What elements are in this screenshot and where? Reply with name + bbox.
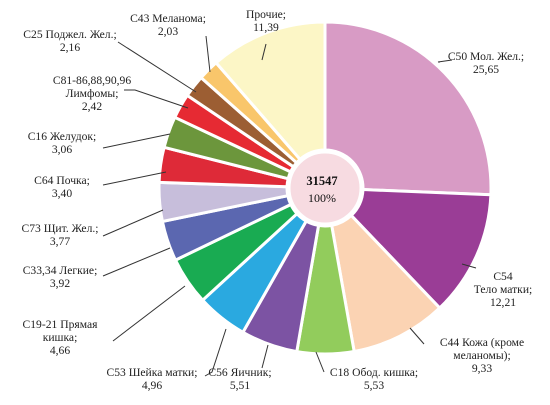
slice-name: C18 Обод. кишка; <box>330 366 418 379</box>
leader-line <box>261 43 267 61</box>
leader-line <box>102 209 164 237</box>
pie-slice <box>329 213 442 354</box>
slice-name: C73 Щит. Жел.; <box>22 222 99 235</box>
pie-slice <box>213 20 327 162</box>
leader-line <box>437 59 453 63</box>
leader-line <box>261 344 269 369</box>
slice-label: C33,34 Легкие; 3,92 <box>23 264 98 290</box>
slice-label: Прочие; 11,39 <box>246 8 286 34</box>
slice-label: C56 Яичник; 5,51 <box>208 366 271 392</box>
pie-slice <box>349 187 493 311</box>
slice-label: C53 Шейка матки; 4,96 <box>106 366 197 392</box>
slice-value: 2,42 <box>82 100 102 113</box>
slice-name: C16 Желудок; <box>28 130 97 143</box>
slice-name: Прочие; <box>246 8 286 21</box>
leader-line <box>124 89 189 109</box>
slice-name: C81-86,88,90,96 <box>53 74 131 87</box>
slice-label: C18 Обод. кишка; 5,53 <box>330 366 418 392</box>
slice-label: C81-86,88,90,96 Лимфомы; 2,42 <box>53 74 131 113</box>
slice-name: C43 Меланома; <box>130 12 206 25</box>
slice-name: Лимфомы; <box>66 87 119 100</box>
center-percent: 100% <box>308 191 336 205</box>
slice-value: 2,16 <box>60 41 80 54</box>
slice-name: C64 Почка; <box>34 174 90 187</box>
leader-line <box>204 328 227 377</box>
leader-line <box>117 41 197 93</box>
slice-name: кишка; <box>43 331 78 344</box>
slice-value: 11,39 <box>253 21 279 34</box>
slice-name: меланомы); <box>453 349 510 362</box>
slice-name: C44 Кожа (кроме <box>440 336 524 349</box>
leader-line <box>205 35 211 73</box>
slice-value: 2,03 <box>158 25 178 38</box>
slice-name: Тело матки; <box>474 283 533 296</box>
leader-line <box>461 263 477 269</box>
slice-name: C50 Мол. Жел.; <box>448 50 524 63</box>
slice-name: C54 <box>493 270 513 283</box>
slice-name: C56 Яичник; <box>208 366 271 379</box>
slice-value: 3,92 <box>50 277 70 290</box>
slice-value: 3,06 <box>52 143 72 156</box>
slice-value: 25,65 <box>473 63 499 76</box>
slice-value: 9,33 <box>472 362 492 375</box>
slice-label: C73 Щит. Жел.; 3,77 <box>22 222 99 248</box>
leader-line <box>102 247 171 277</box>
slice-value: 5,53 <box>364 379 384 392</box>
slice-value: 5,51 <box>230 379 250 392</box>
center-total: 31547 <box>306 174 337 188</box>
slice-value: 3,40 <box>52 187 72 200</box>
slice-name: C53 Шейка матки; <box>106 366 197 379</box>
slice-name: C19-21 Прямая <box>23 318 99 331</box>
slice-label: C43 Меланома; 2,03 <box>130 12 206 38</box>
slice-label: C54 Тело матки; 12,21 <box>474 270 533 309</box>
slice-label: C25 Поджел. Жел.; 2,16 <box>23 28 116 54</box>
slice-label: C50 Мол. Жел.; 25,65 <box>448 50 524 76</box>
slice-value: 4,66 <box>50 344 70 357</box>
leader-line <box>102 133 171 149</box>
slice-value: 12,21 <box>490 296 516 309</box>
slice-name: C25 Поджел. Жел.; <box>23 28 116 41</box>
slice-label: C16 Желудок; 3,06 <box>28 130 97 156</box>
pie-slice <box>323 20 493 197</box>
slice-labels: C50 Мол. Жел.; 25,65 C54 Тело матки; 12,21 C4… <box>22 8 533 392</box>
leader-line <box>315 351 325 373</box>
pie-slices <box>157 20 493 356</box>
slice-label: C64 Почка; 3,40 <box>34 174 90 200</box>
leader-lines <box>102 35 477 377</box>
leader-line <box>102 171 167 186</box>
center-hole <box>287 150 363 226</box>
slice-label: C44 Кожа (кроме меланомы); 9,33 <box>440 336 524 375</box>
leader-line <box>112 285 186 342</box>
slice-value: 4,96 <box>142 379 162 392</box>
leader-line <box>409 327 425 345</box>
slice-name: C33,34 Легкие; <box>23 264 98 277</box>
slice-label: C19-21 Прямая кишка; 4,66 <box>23 318 99 357</box>
slice-value: 3,77 <box>50 235 70 248</box>
